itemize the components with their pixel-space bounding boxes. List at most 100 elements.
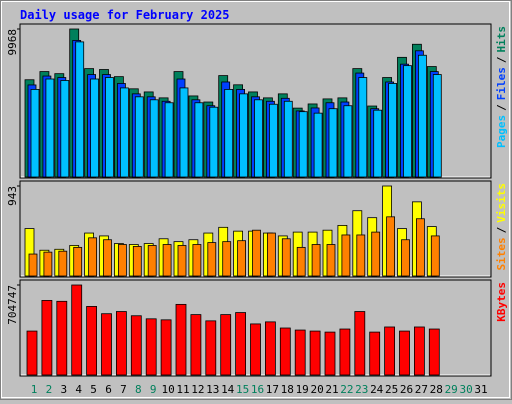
bar <box>373 109 383 178</box>
bar <box>296 246 306 277</box>
bar <box>413 326 425 376</box>
bar <box>311 244 321 277</box>
bar <box>401 239 410 277</box>
bar <box>266 232 276 277</box>
y-tick-label: 704747 <box>6 285 19 325</box>
bar <box>384 326 396 376</box>
x-tick-label: 19 <box>296 383 309 396</box>
x-tick-label: 14 <box>221 383 235 396</box>
x-tick-label: 13 <box>206 383 219 396</box>
bar <box>45 78 55 178</box>
x-tick-label: 7 <box>120 383 127 396</box>
bar <box>147 245 157 277</box>
bar <box>415 218 425 277</box>
bar <box>149 99 159 178</box>
bar <box>371 231 381 277</box>
bar <box>428 328 440 376</box>
bar <box>294 329 306 376</box>
x-tick-label: 17 <box>266 383 279 396</box>
x-tick-label: 31 <box>474 383 487 396</box>
bar <box>26 330 38 376</box>
x-tick-label: 11 <box>176 383 189 396</box>
x-tick-label: 8 <box>135 383 142 396</box>
bar <box>356 234 366 277</box>
x-tick-label: 2 <box>46 383 53 396</box>
x-tick-label: 4 <box>75 383 82 396</box>
bar <box>339 328 351 376</box>
bar <box>118 244 127 277</box>
bar <box>237 240 247 277</box>
bar <box>309 330 321 376</box>
bar <box>235 312 247 376</box>
bar <box>358 77 368 178</box>
bar <box>105 77 114 178</box>
bar <box>58 250 68 277</box>
x-tick-label: 24 <box>370 383 384 396</box>
legend-entry: Visits <box>495 183 508 223</box>
bar <box>164 102 174 178</box>
bar <box>403 65 412 178</box>
x-tick-label: 26 <box>400 383 413 396</box>
bar <box>90 78 99 178</box>
x-tick-label: 15 <box>236 383 249 396</box>
bar <box>239 93 249 178</box>
bar <box>254 99 263 178</box>
bar <box>41 300 53 376</box>
bar <box>162 244 172 277</box>
bar <box>116 311 127 376</box>
frame-highlight <box>1 1 510 398</box>
bar <box>283 100 293 178</box>
bar <box>298 111 308 178</box>
bar <box>432 74 442 178</box>
bar <box>328 108 338 178</box>
bar <box>224 88 234 178</box>
chart-title: Daily usage for February 2025 <box>20 8 230 22</box>
bar <box>205 320 217 376</box>
legend-entry: Sites <box>495 237 508 270</box>
legend-separator: / <box>495 104 508 111</box>
x-tick-label: 28 <box>430 383 443 396</box>
x-tick-label: 22 <box>340 383 353 396</box>
bar <box>120 87 129 178</box>
x-tick-label: 18 <box>281 383 294 396</box>
bar <box>75 41 85 178</box>
bar <box>250 323 261 376</box>
bar <box>209 106 219 178</box>
bar <box>60 80 70 178</box>
bar <box>388 83 398 178</box>
x-tick-label: 20 <box>310 383 323 396</box>
bar <box>192 244 202 277</box>
bar <box>417 54 427 178</box>
bar <box>268 103 278 178</box>
bar <box>145 318 157 376</box>
x-tick-label: 27 <box>415 383 428 396</box>
bar <box>386 216 396 277</box>
x-tick-label: 25 <box>385 383 398 396</box>
bar <box>30 88 40 178</box>
legend: Sites / Visits <box>495 183 508 271</box>
y-tick-label: 9968 <box>6 29 19 56</box>
legend-entry: Pages <box>495 115 508 148</box>
bar <box>354 311 366 376</box>
bar <box>73 246 83 277</box>
bar <box>86 306 97 376</box>
bar <box>179 87 189 178</box>
bar <box>399 330 410 376</box>
bar <box>71 284 83 376</box>
x-tick-label: 6 <box>105 383 112 396</box>
bar <box>369 331 381 376</box>
bar <box>101 313 112 376</box>
x-tick-label: 12 <box>191 383 204 396</box>
bar <box>28 253 38 277</box>
bar <box>343 105 353 178</box>
bar <box>252 229 261 277</box>
bar <box>324 331 336 376</box>
legend-entry: KBytes <box>495 282 508 322</box>
bar <box>177 245 187 277</box>
x-tick-label: 10 <box>161 383 174 396</box>
bar <box>264 321 276 376</box>
bar <box>43 251 53 277</box>
bar <box>326 244 336 277</box>
legend: KBytes <box>495 282 508 322</box>
